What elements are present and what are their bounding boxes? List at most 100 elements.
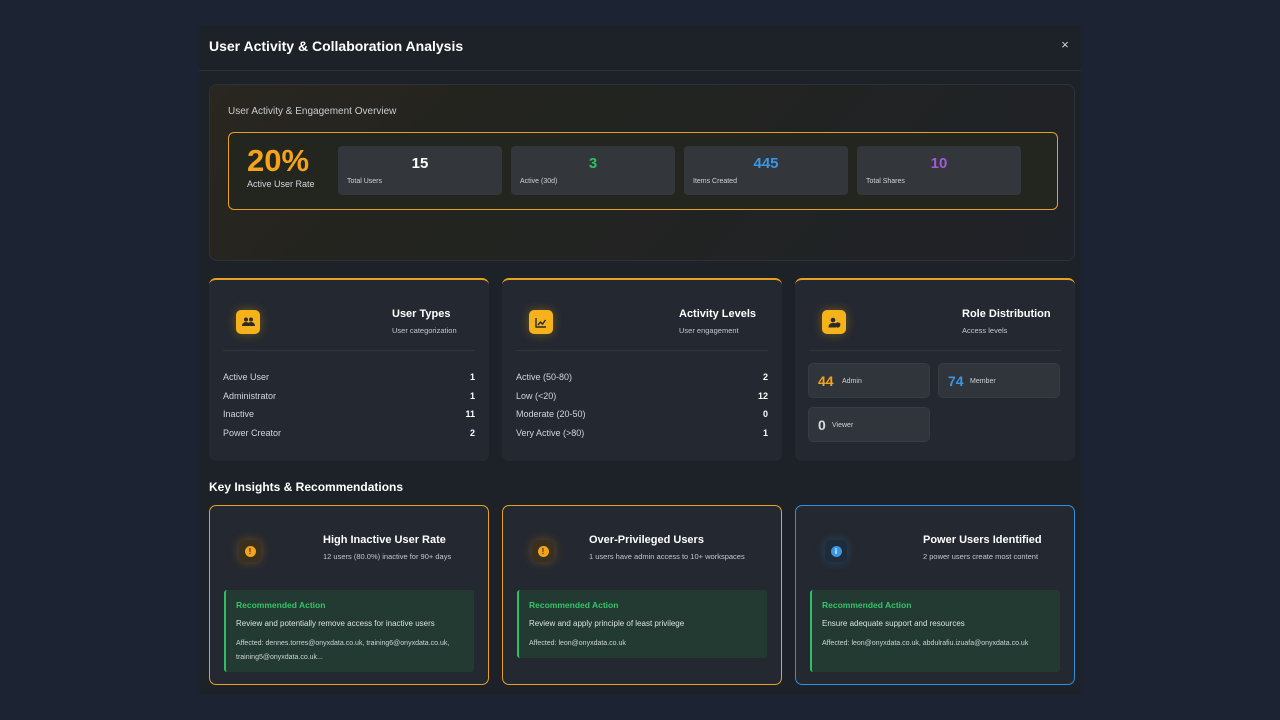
active-rate-value: 20% xyxy=(247,143,310,178)
role-value: 74 xyxy=(948,373,964,389)
role-label: Admin xyxy=(842,378,862,385)
row-value: 1 xyxy=(469,372,475,382)
recommended-action: Recommended Action Review and potentiall… xyxy=(224,590,474,672)
card-header: User Types User categorization xyxy=(392,308,457,335)
row-label: Very Active (>80) xyxy=(516,428,585,438)
card-subtitle: User categorization xyxy=(392,326,457,335)
role-distribution-card: Role Distribution Access levels 44 Admin… xyxy=(795,278,1075,461)
insight-subtitle: 2 power users create most content xyxy=(923,552,1039,561)
active-rate-label: Active User Rate xyxy=(247,179,315,189)
affected-users: Affected: leon@onyxdata.co.uk xyxy=(529,640,626,647)
icon-glyph: i xyxy=(830,545,842,557)
divider xyxy=(516,350,768,351)
row-label: Active User xyxy=(223,372,270,382)
active-rate-block: 20% Active User Rate xyxy=(247,143,315,189)
role-chip-member: 74 Member xyxy=(938,363,1060,398)
row-value: 1 xyxy=(762,428,768,438)
card-title: Role Distribution xyxy=(962,308,1051,320)
card-title: Activity Levels xyxy=(679,308,757,320)
row-label: Low (<20) xyxy=(516,391,557,401)
stat-label: Total Shares xyxy=(866,178,905,185)
insight-card-power-users: i Power Users Identified 2 power users c… xyxy=(795,505,1075,685)
recommended-action: Recommended Action Review and apply prin… xyxy=(517,590,767,658)
role-chip-admin: 44 Admin xyxy=(808,363,930,398)
divider xyxy=(809,350,1061,351)
user-types-card: User Types User categorization Active Us… xyxy=(209,278,489,461)
row-label: Power Creator xyxy=(223,428,282,438)
line-chart-icon xyxy=(529,310,553,334)
insights-section-title: Key Insights & Recommendations xyxy=(209,480,404,494)
rec-text: Review and apply principle of least priv… xyxy=(529,619,685,628)
info-icon: i xyxy=(825,540,847,562)
insight-card-inactive: ! High Inactive User Rate 12 users (80.0… xyxy=(209,505,489,685)
list-item: Inactive 11 xyxy=(223,409,475,423)
recommended-action: Recommended Action Ensure adequate suppo… xyxy=(810,590,1060,672)
affected-users: Affected: dennes.torres@onyxdata.co.uk, … xyxy=(236,640,450,661)
stat-label: Items Created xyxy=(693,178,737,185)
card-header: Role Distribution Access levels xyxy=(962,308,1051,335)
row-value: 2 xyxy=(469,428,475,438)
overview-title: User Activity & Engagement Overview xyxy=(228,106,397,117)
users-icon xyxy=(236,310,260,334)
list-item: Low (<20) 12 xyxy=(516,391,768,405)
list-item: Active User 1 xyxy=(223,372,475,386)
stat-value: 15 xyxy=(411,155,429,172)
insight-header: Power Users Identified 2 power users cre… xyxy=(923,534,1042,561)
card-title: User Types xyxy=(392,308,451,320)
stat-label: Total Users xyxy=(347,178,383,185)
insight-title: Over-Privileged Users xyxy=(589,534,704,546)
insight-subtitle: 1 users have admin access to 10+ workspa… xyxy=(589,552,745,561)
affected-users: Affected: leon@onyxdata.co.uk, abdulrafi… xyxy=(822,640,1029,647)
user-shield-icon xyxy=(822,310,846,334)
insight-subtitle: 12 users (80.0%) inactive for 90+ days xyxy=(323,552,452,561)
stat-value: 3 xyxy=(588,155,598,172)
rec-title: Recommended Action xyxy=(529,600,619,610)
overview-highlight: 20% Active User Rate 15 Total Users 3 Ac… xyxy=(228,132,1058,210)
list-item: Administrator 1 xyxy=(223,391,475,405)
list-item: Power Creator 2 xyxy=(223,428,475,442)
stat-label: Active (30d) xyxy=(520,178,558,185)
warning-icon: ! xyxy=(239,540,261,562)
stat-items-created: 445 Items Created xyxy=(684,146,848,195)
list-item: Active (50-80) 2 xyxy=(516,372,768,386)
card-subtitle: Access levels xyxy=(962,326,1008,335)
row-value: 2 xyxy=(762,372,768,382)
list-item: Very Active (>80) 1 xyxy=(516,428,768,442)
insight-title: High Inactive User Rate xyxy=(323,534,446,546)
insight-title: Power Users Identified xyxy=(923,534,1042,546)
row-value: 0 xyxy=(762,409,768,419)
analysis-modal: User Activity & Collaboration Analysis ×… xyxy=(199,25,1081,695)
row-label: Active (50-80) xyxy=(516,372,573,382)
stat-total-users: 15 Total Users xyxy=(338,146,502,195)
rec-title: Recommended Action xyxy=(236,600,326,610)
row-label: Inactive xyxy=(223,409,255,419)
row-label: Moderate (20-50) xyxy=(516,409,586,419)
icon-glyph: ! xyxy=(537,545,549,557)
modal-title: User Activity & Collaboration Analysis xyxy=(209,38,464,54)
insight-header: Over-Privileged Users 1 users have admin… xyxy=(589,534,745,561)
row-value: 1 xyxy=(469,391,475,401)
stat-value: 445 xyxy=(753,155,779,172)
row-label: Administrator xyxy=(223,391,277,401)
row-value: 11 xyxy=(465,409,475,419)
engagement-overview-panel: User Activity & Engagement Overview 20% … xyxy=(209,84,1075,261)
row-value: 12 xyxy=(757,391,768,401)
role-chip-viewer: 0 Viewer xyxy=(808,407,930,442)
rec-text: Review and potentially remove access for… xyxy=(236,619,435,628)
insight-header: High Inactive User Rate 12 users (80.0%)… xyxy=(323,534,451,561)
stat-total-shares: 10 Total Shares xyxy=(857,146,1021,195)
card-subtitle: User engagement xyxy=(679,326,739,335)
stat-active-30d: 3 Active (30d) xyxy=(511,146,675,195)
role-value: 44 xyxy=(818,373,834,389)
list-item: Moderate (20-50) 0 xyxy=(516,409,768,423)
rec-title: Recommended Action xyxy=(822,600,912,610)
activity-levels-card: Activity Levels User engagement Active (… xyxy=(502,278,782,461)
modal-header: User Activity & Collaboration Analysis × xyxy=(199,25,1081,71)
card-header: Activity Levels User engagement xyxy=(679,308,756,335)
role-value: 0 xyxy=(818,417,826,433)
icon-glyph: ! xyxy=(244,545,256,557)
role-label: Member xyxy=(970,378,996,385)
close-button[interactable]: × xyxy=(1061,37,1069,52)
rec-text: Ensure adequate support and resources xyxy=(822,619,965,628)
warning-icon: ! xyxy=(532,540,554,562)
